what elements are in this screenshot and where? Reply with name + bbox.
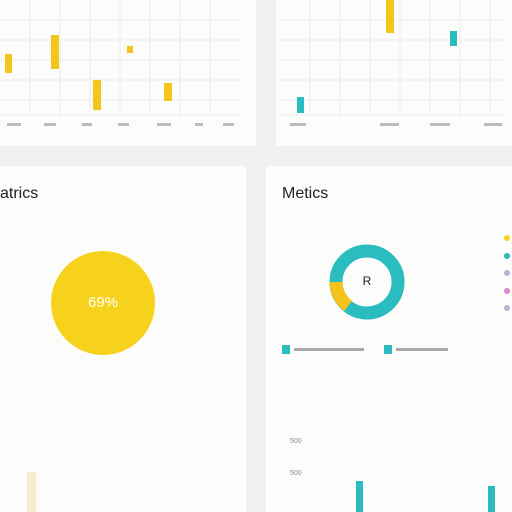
donut-label: R [363, 274, 372, 288]
axis-label: 500 [290, 470, 302, 477]
panel-title: Metics [282, 185, 328, 202]
dots [504, 235, 510, 311]
grid [0, 0, 505, 116]
bars [297, 31, 457, 113]
axis-label: 500 [290, 438, 302, 445]
gauge-label: 69% [88, 294, 118, 311]
bar [27, 472, 36, 512]
bar [356, 481, 363, 512]
legend-text [294, 348, 364, 351]
legend-swatch [282, 345, 290, 354]
bars [5, 0, 394, 110]
panel-title: atrics [0, 185, 38, 202]
legend-text [396, 348, 448, 351]
x-labels [7, 123, 502, 126]
card [266, 166, 512, 512]
legend-swatch [384, 345, 392, 354]
gauge [51, 251, 155, 355]
card [0, 0, 256, 146]
donut-segment [329, 281, 353, 312]
bar [488, 486, 495, 512]
